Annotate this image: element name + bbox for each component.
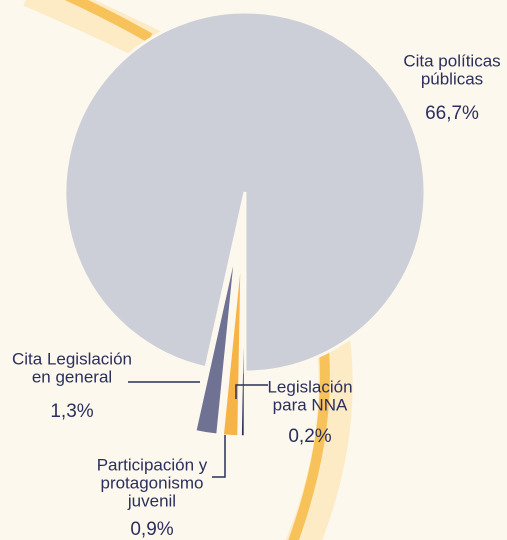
value-label: 66,7% xyxy=(425,103,479,124)
decor-arc xyxy=(64,0,153,43)
leader-line xyxy=(235,384,268,399)
slice-label: Legislación xyxy=(267,377,352,396)
slice-label: protagonismo xyxy=(100,473,203,492)
value-label: 0,2% xyxy=(288,426,331,447)
leader-line xyxy=(212,435,226,478)
slice-label: para NNA xyxy=(273,395,348,414)
slice-label: públicas xyxy=(421,69,483,88)
slice-label: juvenil xyxy=(127,491,176,510)
slice-label: en general xyxy=(32,367,112,386)
pie-slice xyxy=(63,10,427,374)
pie xyxy=(63,10,427,437)
pie-slice xyxy=(194,253,236,436)
value-label: 1,3% xyxy=(50,401,93,422)
value-label: 0,9% xyxy=(130,519,173,540)
slice-label: Cita Legislación xyxy=(12,349,132,368)
pie-slice xyxy=(222,253,243,437)
slice-label: Participación y xyxy=(97,455,208,474)
decor-arc xyxy=(288,329,330,540)
slice-label: Cita políticas xyxy=(403,51,500,70)
